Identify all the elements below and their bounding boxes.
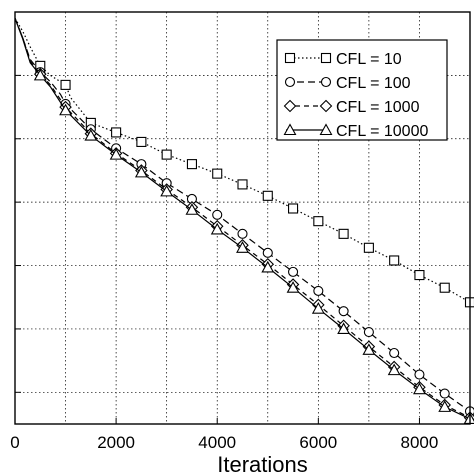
data-point-marker <box>210 222 224 235</box>
series-4 <box>14 18 474 424</box>
x-tick-label: 6000 <box>299 433 337 452</box>
x-tick-label: 2000 <box>97 433 135 452</box>
data-point-marker <box>286 281 300 293</box>
data-point-marker <box>262 247 273 258</box>
legend: CFL = 10 CFL = 100 CFL = 1000 CFL = 10000 <box>276 39 448 141</box>
legend-entry: CFL = 10000 <box>283 123 428 140</box>
legend-label: CFL = 1000 <box>336 99 420 116</box>
data-point-marker <box>186 159 197 170</box>
legend-entry: CFL = 10 <box>284 51 402 68</box>
legend-marker-right <box>320 52 332 64</box>
data-point-marker <box>160 184 174 197</box>
data-point-marker <box>387 363 401 376</box>
legend-marker-left <box>283 123 297 136</box>
data-point-marker <box>212 209 223 220</box>
data-point-marker <box>313 216 324 227</box>
data-point-marker <box>237 179 248 190</box>
legend-box <box>276 39 448 141</box>
data-point-marker <box>414 269 425 281</box>
x-tick-label: 4000 <box>198 433 236 452</box>
legend-marker-left <box>284 76 296 88</box>
data-point-marker <box>237 228 248 239</box>
legend-marker-right <box>319 99 333 113</box>
data-point-marker <box>363 327 374 338</box>
legend-marker-left <box>284 52 296 64</box>
data-point-marker <box>212 168 223 179</box>
data-point-marker <box>262 190 273 201</box>
data-point-marker <box>261 260 275 273</box>
legend-label: CFL = 10 <box>336 51 402 68</box>
legend-marker-right <box>319 123 333 136</box>
axis-ticks: 0 2000 4000 6000 8000 <box>10 11 439 452</box>
series-line <box>14 18 471 419</box>
data-point-marker <box>111 127 122 138</box>
legend-marker-left <box>283 99 297 113</box>
legend-label: CFL = 100 <box>336 75 411 92</box>
data-point-marker <box>59 103 72 116</box>
data-point-marker <box>60 79 71 90</box>
series-layer <box>14 17 474 424</box>
data-point-marker <box>389 255 400 266</box>
legend-entry: CFL = 100 <box>284 75 411 92</box>
plot-frame <box>14 11 471 425</box>
data-point-marker <box>363 242 374 253</box>
legend-label: CFL = 10000 <box>336 123 428 140</box>
x-tick-label: 0 <box>10 433 19 452</box>
data-point-marker <box>134 165 148 178</box>
data-point-marker <box>136 136 147 147</box>
series-1 <box>14 17 474 308</box>
data-point-marker <box>288 266 299 277</box>
data-point-marker <box>389 347 400 359</box>
data-point-marker <box>337 322 351 334</box>
data-point-marker <box>311 301 325 314</box>
data-point-marker <box>84 128 98 141</box>
legend-entry: CFL = 1000 <box>283 99 420 116</box>
x-axis-title: Iterations <box>217 452 308 474</box>
x-tick-label: 8000 <box>401 433 439 452</box>
data-point-marker <box>413 382 426 395</box>
data-point-marker <box>185 203 199 215</box>
data-point-marker <box>338 306 349 317</box>
series-line <box>14 18 471 420</box>
data-point-marker <box>414 369 425 380</box>
data-point-marker <box>33 68 47 81</box>
data-point-marker <box>313 285 324 296</box>
data-point-marker <box>288 203 299 214</box>
data-point-marker <box>362 343 376 355</box>
data-point-marker <box>161 149 172 160</box>
data-point-marker <box>236 241 249 253</box>
data-point-marker <box>109 147 123 160</box>
data-point-marker <box>439 388 450 399</box>
data-point-marker <box>439 282 450 293</box>
legend-marker-right <box>320 76 332 88</box>
data-point-marker <box>338 228 349 239</box>
data-point-marker <box>438 400 452 412</box>
